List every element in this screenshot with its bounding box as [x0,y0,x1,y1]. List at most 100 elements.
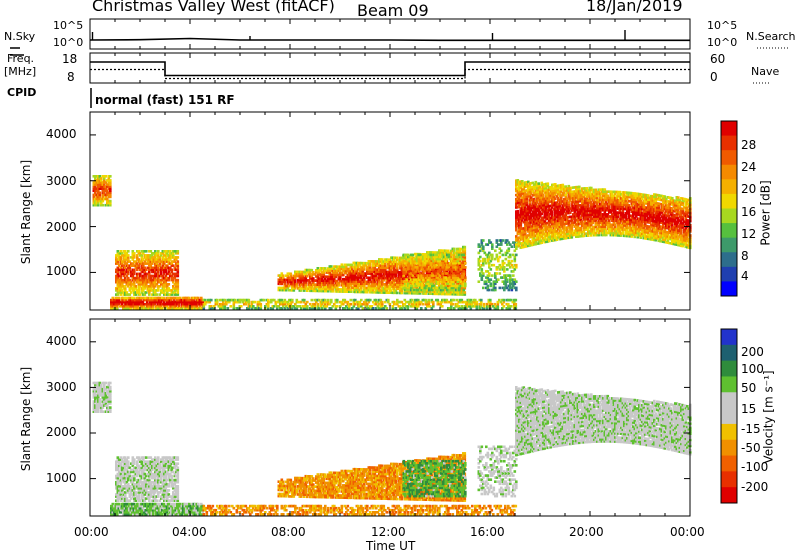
heatmap-cell [188,307,191,310]
heatmap-cell [94,185,97,188]
heatmap-cell [388,291,392,294]
heatmap-cell [456,255,460,259]
heatmap-cell [126,307,130,310]
heatmap-cell [144,298,148,302]
heatmap-cell [537,194,541,198]
heatmap-cell [527,195,530,198]
heatmap-cell [609,200,613,204]
heatmap-cell [593,194,596,198]
heatmap-cell [437,270,440,273]
heatmap-cell [417,276,421,279]
heatmap-cell [440,288,443,292]
heatmap-cell [521,208,524,212]
heatmap-cell [519,194,523,198]
heatmap-cell [300,283,303,286]
heatmap-cell [140,287,144,290]
heatmap-cell [441,253,445,257]
heatmap-cell [141,307,145,310]
heatmap-cell [573,206,577,210]
heatmap-cell [609,215,613,218]
heatmap-cell [570,233,574,237]
heatmap-cell [551,235,554,238]
heatmap-cell [498,272,502,275]
heatmap-cell [435,286,439,290]
heatmap-cell [426,257,429,260]
heatmap-cell [503,270,506,273]
heatmap-cell [433,292,437,296]
heatmap-cell [513,286,517,290]
heatmap-cell [128,287,132,290]
heatmap-cell [612,219,616,222]
heatmap-cell [519,201,523,204]
heatmap-cell [343,288,347,291]
heatmap-cell [536,207,539,210]
heatmap-cell [134,293,138,296]
heatmap-cell [431,282,434,286]
heatmap-cell [515,239,518,242]
heatmap-cell [345,290,348,293]
heatmap-cell [602,202,605,206]
heatmap-cell [585,193,589,196]
heatmap-cell [404,253,407,257]
heatmap-cell [399,283,402,286]
heatmap-cell [522,183,526,187]
heatmap-cell [155,300,158,304]
heatmap-cell [528,219,532,222]
heatmap-cell [552,234,556,238]
heatmap-cell [575,200,578,203]
heatmap-cell [312,273,315,276]
heatmap-cell [312,283,315,286]
heatmap-cell [145,280,148,284]
heatmap-cell [506,286,509,290]
heatmap-cell [159,298,163,302]
heatmap-cell [352,278,356,281]
heatmap-cell [304,287,308,290]
heatmap-cell [101,181,105,184]
heatmap-cell [603,219,607,222]
heatmap-cell [388,264,392,268]
heatmap-cell [495,280,499,283]
heatmap-cell [452,259,455,263]
heatmap-cell [154,254,157,257]
heatmap-cell [97,197,100,201]
heatmap-cell [560,235,563,239]
heatmap-cell [582,191,586,194]
heatmap-cell [152,296,155,300]
heatmap-cell [539,215,542,218]
heatmap-cell [116,300,119,304]
heatmap-cell [135,298,139,302]
heatmap-cell [501,239,505,242]
heatmap-cell [107,177,111,180]
heatmap-cell [527,193,530,196]
heatmap-cell [352,261,356,265]
heatmap-cell [600,229,604,233]
heatmap-cell [157,270,160,274]
heatmap-cell [387,287,390,290]
heatmap-cell [533,243,536,246]
heatmap-cell [528,229,532,233]
heatmap-cell [441,280,445,283]
heatmap-cell [516,205,520,209]
heatmap-cell [537,202,541,206]
heatmap-cell [545,238,548,241]
heatmap-cell [494,282,497,286]
heatmap-cell [128,268,132,272]
heatmap-cell [611,229,614,233]
heatmap-cell [426,288,429,291]
heatmap-cell [450,251,453,255]
heatmap-cell [512,284,515,288]
heatmap-cell [527,240,530,243]
heatmap-cell [175,252,178,255]
heatmap-cell [133,287,136,290]
heatmap-cell [597,200,601,204]
heatmap-cell [549,231,553,234]
heatmap-cell [518,197,521,200]
heatmap-cell [310,283,314,286]
heatmap-cell [572,196,575,200]
heatmap-cell [318,279,321,282]
heatmap-cell [322,271,326,274]
heatmap-cell [137,291,141,294]
heatmap-cell [581,199,584,203]
heatmap-cell [150,296,154,300]
heatmap-cell [606,209,610,212]
